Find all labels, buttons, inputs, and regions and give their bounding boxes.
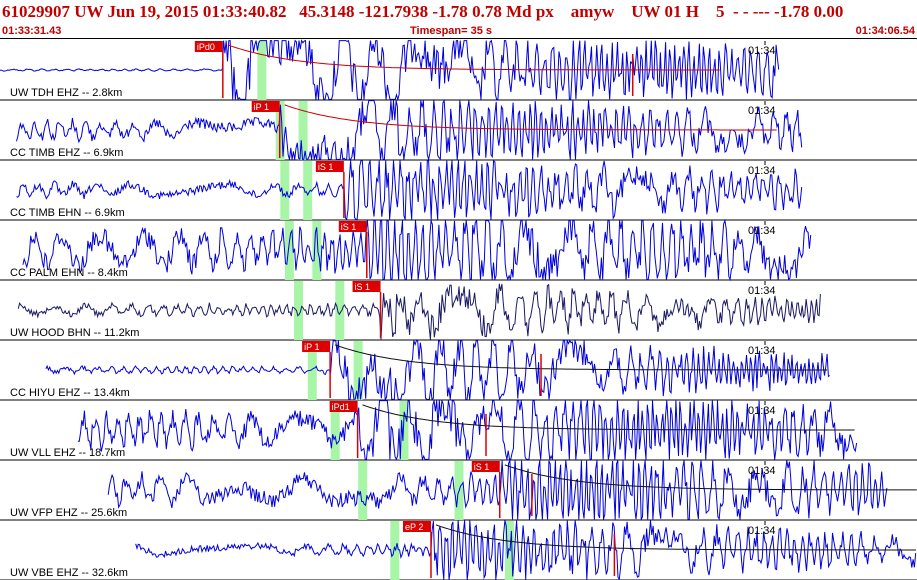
event-datetime: Jun 19, 2015 01:33:40.82 [107,2,287,21]
coda-curve [334,344,828,371]
minute-marker-label: 01:34 [748,285,776,297]
pick-window[interactable] [294,281,304,340]
event-longitude: -121.7938 [358,2,429,21]
minute-marker-label: 01:34 [748,405,776,417]
timespan-value: 35 s [470,25,493,37]
phase-pick-flag[interactable] [329,401,358,412]
pick-window[interactable] [399,401,409,460]
event-value2: 0.00 [813,2,844,21]
event-value1: -1.78 [774,2,810,21]
pick-window[interactable] [358,461,368,520]
waveform [16,98,803,161]
phase-pick-label: iS 1 [318,162,334,172]
station-label: CC TIMB EHZ -- 6.9km [10,147,123,159]
pick-window[interactable] [312,221,322,280]
waveform [22,218,812,282]
waveform [17,283,821,340]
pick-window[interactable] [298,101,308,160]
pick-window[interactable] [280,161,290,220]
minute-marker-label: 01:34 [748,465,776,477]
phase-pick-flag[interactable] [315,161,344,172]
event-summary-line: 61029907 UW Jun 19, 2015 01:33:40.82 45.… [2,2,917,22]
minute-marker-label: 01:34 [748,525,776,537]
coda-curve [284,104,777,131]
station-label: UW VBE EHZ -- 32.6km [10,567,128,579]
event-header: 61029907 UW Jun 19, 2015 01:33:40.82 45.… [0,0,917,40]
pick-window[interactable] [335,281,345,340]
phase-pick-label: iP 1 [254,102,269,112]
waveform [0,39,780,102]
coda-curve [435,524,916,551]
event-latitude: 45.3148 [299,2,355,21]
phase-pick-label: iPd1 [332,402,350,412]
event-network: UW [74,2,104,21]
pick-window[interactable] [303,161,313,220]
minute-marker-label: 01:34 [748,45,776,57]
waveform [107,460,888,521]
waveform [135,520,917,580]
time-start: 01:33:31.43 [2,25,62,37]
event-magnitude: 0.78 [472,2,502,21]
header-divider [0,38,917,39]
phase-pick-flag[interactable] [302,341,331,352]
phase-pick-flag[interactable] [471,461,500,472]
minute-marker-label: 01:34 [748,345,776,357]
time-bar: 01:33:31.43 Timespan= 35 s 01:34:06.54 [0,25,917,39]
timespan-label: Timespan= [410,25,468,37]
station-label: UW VFP EHZ -- 25.6km [10,507,127,519]
event-depth: -1.78 [432,2,468,21]
station-label: UW TDH EHZ -- 2.8km [10,87,122,99]
pick-window[interactable] [353,341,363,400]
timespan: Timespan= 35 s [410,25,492,37]
event-id: 61029907 [2,2,70,21]
event-mag-type: Md [506,2,532,21]
phase-pick-label: iS 1 [474,462,490,472]
phase-pick-flag[interactable] [338,221,367,232]
minute-marker-label: 01:34 [748,225,776,237]
waveform [16,159,803,221]
event-analyst: amyw [570,2,615,21]
phase-pick-label: iP 1 [304,342,319,352]
event-dashes: - - --- [732,2,774,21]
station-label: CC HIYU EHZ -- 13.4km [10,387,130,399]
phase-pick-flag[interactable] [352,281,381,292]
phase-pick-flag[interactable] [402,521,431,532]
waveform [77,399,858,461]
coda-curve [504,464,917,491]
station-label: CC PALM EHN -- 8.4km [10,267,128,279]
pick-window[interactable] [307,341,317,400]
phase-pick-label: iPd0 [197,42,215,52]
pick-window[interactable] [284,221,294,280]
phase-pick-flag[interactable] [194,41,223,52]
event-count: 5 [715,2,725,21]
event-source: UW 01 H [631,2,699,21]
minute-marker-label: 01:34 [748,165,776,177]
pick-window[interactable] [330,401,340,460]
phase-pick-label: eP 2 [405,522,423,532]
time-end: 01:34:06.54 [855,25,915,37]
waveform [45,339,830,402]
coda-curve [362,404,855,431]
phase-pick-label: iS 1 [355,282,371,292]
pick-window[interactable] [390,521,400,580]
station-label: UW HOOD BHN -- 11.2km [10,327,139,339]
pick-window[interactable] [257,41,267,100]
minute-marker-label: 01:34 [748,105,776,117]
pick-window[interactable] [504,521,514,580]
station-label: UW VLL EHZ -- 18.7km [10,447,125,459]
coda-curve [227,44,720,71]
phase-pick-label: iS 1 [341,222,357,232]
station-label: CC TIMB EHN -- 6.9km [10,207,125,219]
phase-pick-flag[interactable] [251,101,280,112]
event-flag: px [535,2,554,21]
